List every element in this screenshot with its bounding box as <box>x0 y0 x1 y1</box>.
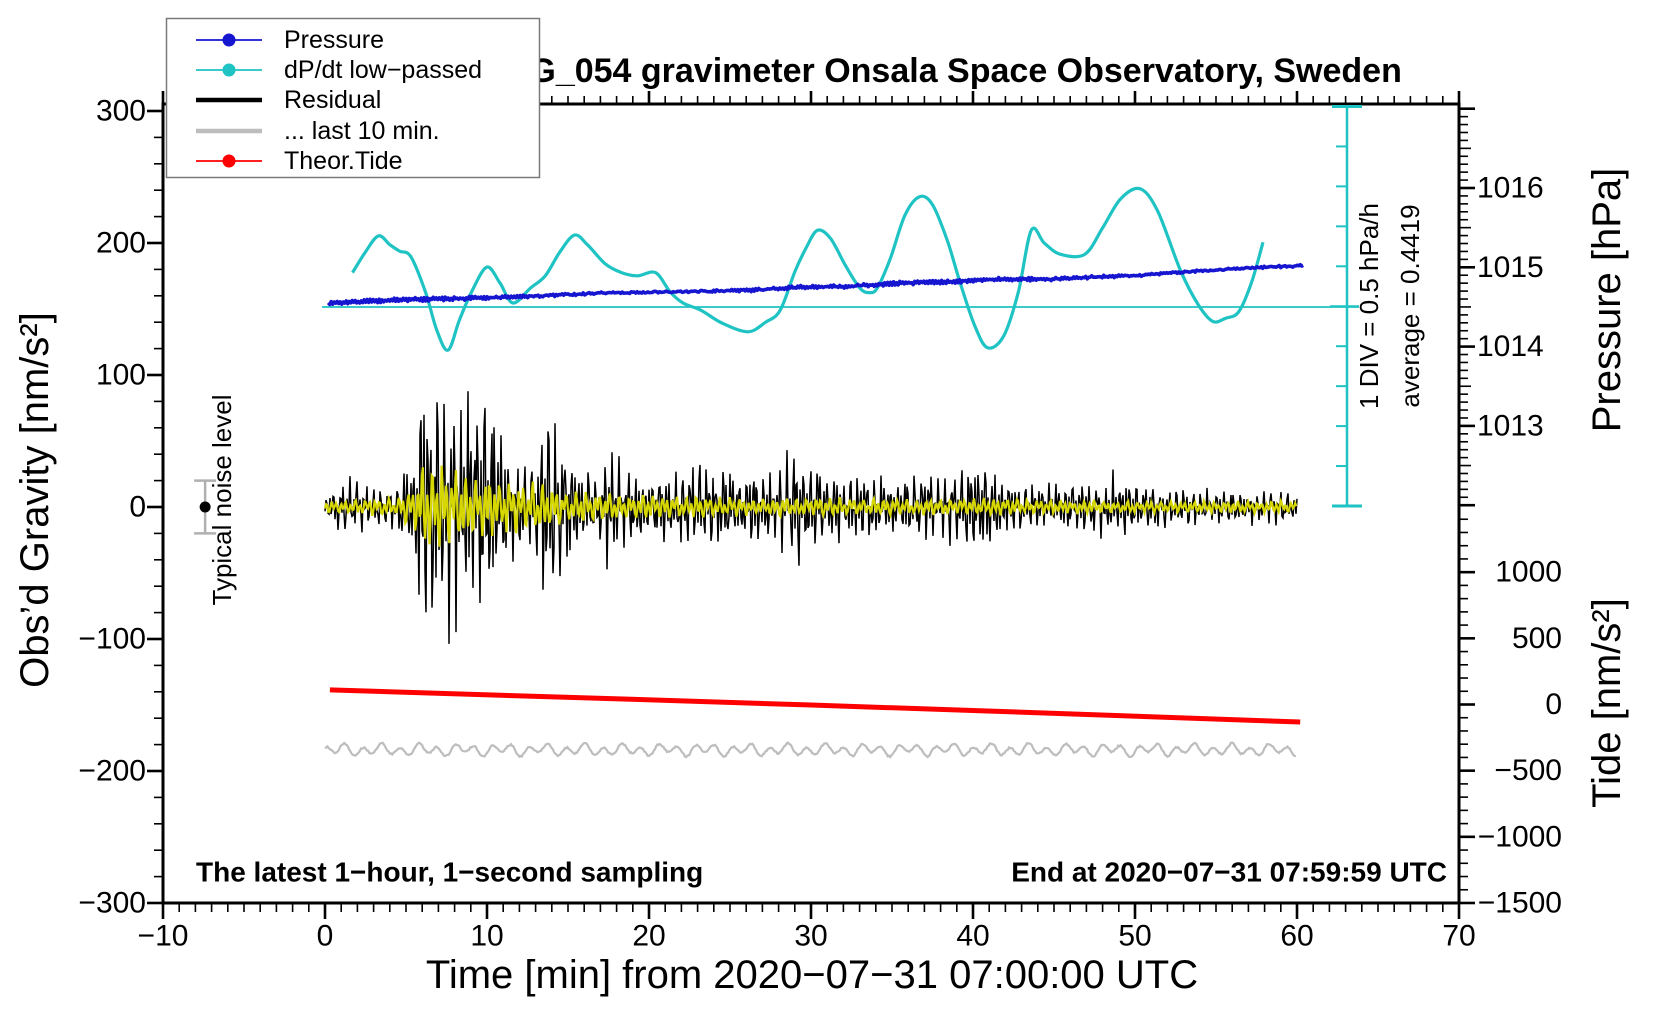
pressure-legend-dot-icon <box>222 33 236 47</box>
average-note: average = 0.4419 <box>1395 204 1425 407</box>
tide-tick-label: −500 <box>1494 754 1562 787</box>
dpdt-legend-dot-icon <box>222 63 236 77</box>
legend-label: dP/dt low−passed <box>284 56 482 84</box>
gravity-tick-label: −300 <box>78 887 146 920</box>
chart-title: SCG_054 gravimeter Onsala Space Observat… <box>482 52 1402 90</box>
div-scale-note: 1 DIV = 0.5 hPa/h <box>1354 203 1384 409</box>
legend-item-last10min: ... last 10 min. <box>196 117 440 145</box>
x-tick-label: 40 <box>956 920 989 953</box>
x-tick-label: 70 <box>1442 920 1475 953</box>
x-tick-label: −10 <box>138 920 189 953</box>
legend-label: Residual <box>284 86 381 114</box>
noise-dot-icon <box>199 501 211 513</box>
tide-tick-label: 1000 <box>1495 556 1562 589</box>
pressure-tick-label: 1015 <box>1477 251 1544 284</box>
residual-smoothed-overlay-trace <box>323 465 1298 547</box>
legend-item-pressure: Pressure <box>196 26 384 54</box>
legend-label: ... last 10 min. <box>284 117 440 145</box>
tide-tick-label: 0 <box>1545 688 1562 721</box>
tide-tick-label: −1500 <box>1478 886 1562 919</box>
tide-tick-label: 500 <box>1512 622 1562 655</box>
tide-axis-title: Tide [nm/s²] <box>1585 598 1629 808</box>
tide-tick-label: −1000 <box>1478 820 1562 853</box>
dpdt-trace <box>351 186 1265 352</box>
gravity-tick-label: 100 <box>96 359 146 392</box>
legend-label: Pressure <box>284 26 384 54</box>
gravity-tick-label: 0 <box>129 491 146 524</box>
x-tick-label: 10 <box>470 920 503 953</box>
pressure-trace <box>326 262 1304 307</box>
x-tick-label: 50 <box>1118 920 1151 953</box>
pressure-axis-title: Pressure [hPa] <box>1585 168 1629 433</box>
gravity-tick-label: 200 <box>96 227 146 260</box>
x-tick-label: 30 <box>794 920 827 953</box>
legend-item-dpdt: dP/dt low−passed <box>196 56 482 84</box>
legend: Pressure dP/dt low−passed Residual ... l… <box>165 17 541 179</box>
pressure-tick-label: 1013 <box>1477 409 1544 442</box>
sampling-note: The latest 1−hour, 1−second sampling <box>196 857 703 888</box>
end-time-note: End at 2020−07−31 07:59:59 UTC <box>1011 857 1447 888</box>
x-tick-label: 20 <box>632 920 665 953</box>
x-tick-label: 60 <box>1280 920 1313 953</box>
legend-item-theortide: Theor.Tide <box>196 147 403 175</box>
pressure-tick-label: 1014 <box>1477 330 1544 363</box>
gravity-tick-label: 300 <box>96 95 146 128</box>
last-10-min-trace <box>324 741 1296 759</box>
dpdt-scale-ruler <box>1330 105 1362 508</box>
axis-tick-labels: −10 0 10 20 30 40 50 60 703002001000−100−200−300… <box>78 95 1562 953</box>
theortide-legend-dot-icon <box>222 154 236 168</box>
x-tick-label: 0 <box>317 920 334 953</box>
noise-level-marker <box>194 479 217 535</box>
noise-level-label: Typical noise level <box>207 395 237 606</box>
x-axis-title: Time [min] from 2020−07−31 07:00:00 UTC <box>426 953 1198 997</box>
theor-tide-trace <box>329 687 1301 725</box>
gravity-tick-label: −100 <box>78 623 146 656</box>
chart-traces <box>194 105 1362 759</box>
y-left-axis-title: Obs’d Gravity [nm/s²] <box>13 312 57 688</box>
pressure-tick-label: 1016 <box>1477 172 1544 205</box>
gravity-tick-label: −200 <box>78 755 146 788</box>
legend-item-residual: Residual <box>196 86 381 114</box>
legend-label: Theor.Tide <box>284 147 403 175</box>
